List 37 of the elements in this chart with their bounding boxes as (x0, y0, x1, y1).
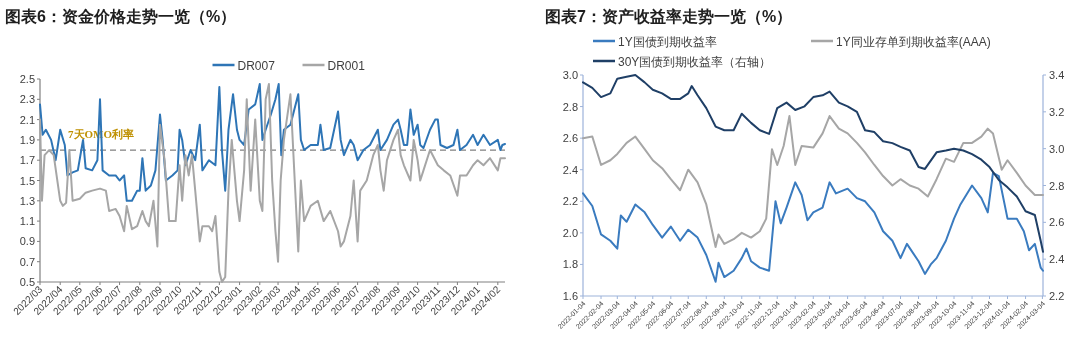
legend-label: 1Y国债到期收益率 (618, 34, 717, 49)
y-tick-label: 1.6 (562, 290, 578, 302)
legend-label: 30Y国债到期收益率（右轴） (618, 54, 772, 69)
y2-tick-label: 2.4 (1049, 253, 1065, 266)
y-tick-label: 2.0 (562, 226, 578, 239)
legend-label: 1Y同业存单到期收益率(AAA) (836, 34, 991, 49)
y-tick-label: 1.5 (19, 174, 35, 187)
y-tick-label: 2.6 (562, 132, 578, 145)
y-tick-label: 1.9 (19, 133, 35, 146)
y2-tick-label: 2.6 (1049, 216, 1065, 229)
y-tick-label: 2.8 (562, 100, 578, 113)
y-tick-label: 2.5 (19, 73, 35, 85)
y2-tick-label: 2.8 (1049, 179, 1065, 192)
chart-title: 图表6：资金价格走势一览（%） (5, 8, 237, 26)
y-tick-label: 0.5 (19, 276, 35, 288)
y-tick-label: 0.7 (19, 255, 35, 268)
line-series (39, 83, 506, 202)
y-tick-label: 1.3 (19, 194, 35, 207)
y-tick-label: 2.1 (19, 113, 35, 126)
y2-tick-label: 3.0 (1049, 142, 1065, 155)
line-series (582, 115, 1044, 249)
chart-title: 图表7：资产收益率走势一览（%） (545, 7, 793, 26)
y-tick-label: 1.1 (19, 215, 35, 228)
y-tick-label: 0.9 (19, 235, 35, 248)
y-tick-label: 2.4 (562, 163, 578, 176)
y2-tick-label: 3.4 (1049, 69, 1065, 81)
y-tick-label: 1.7 (19, 154, 35, 167)
y2-tick-label: 2.2 (1049, 290, 1065, 302)
y-tick-label: 3.0 (562, 69, 578, 81)
y2-tick-label: 3.2 (1049, 105, 1065, 118)
line-series (582, 171, 1044, 283)
y-tick-label: 2.2 (562, 195, 578, 208)
y-tick-label: 1.8 (562, 258, 578, 271)
line-series (582, 74, 1044, 253)
legend-label: DR007 (237, 58, 276, 73)
legend-label: DR001 (327, 58, 366, 73)
y-tick-label: 2.3 (19, 93, 35, 106)
